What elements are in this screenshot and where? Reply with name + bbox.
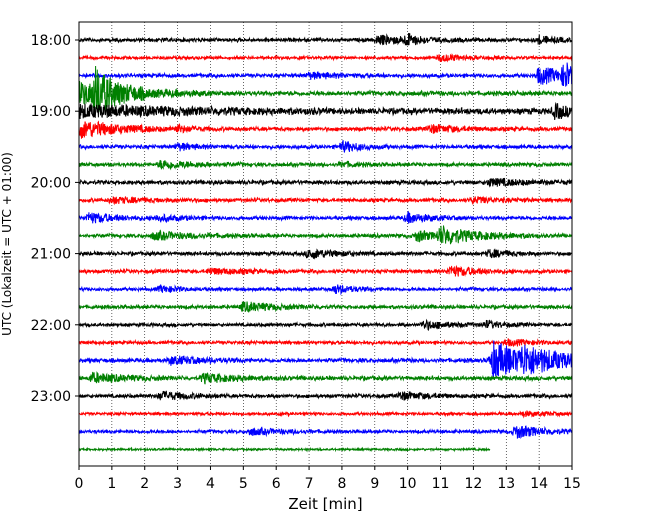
trace-group — [78, 32, 573, 453]
y-axis-label: UTC (Lokalzeit = UTC + 01:00) — [0, 152, 14, 336]
x-tick-label: 12 — [464, 476, 482, 492]
trace-line — [78, 371, 573, 385]
x-tick-label: 11 — [432, 476, 450, 492]
y-tick-label: 23:00 — [31, 389, 71, 405]
y-tick-label: 22:00 — [31, 318, 71, 334]
trace-line — [78, 120, 573, 139]
x-tick-label: 3 — [173, 476, 182, 492]
trace-line — [78, 65, 573, 113]
vertical-grid — [111, 22, 540, 466]
x-tick-label: 2 — [140, 476, 149, 492]
trace-line — [78, 159, 573, 171]
x-tick-label: 14 — [530, 476, 548, 492]
x-tick-label: 9 — [370, 476, 379, 492]
x-axis-ticks: 0 1 2 3 4 5 6 7 8 9 10 11 12 13 14 15 — [75, 466, 581, 492]
trace-line — [78, 340, 573, 380]
x-tick-label: 0 — [75, 476, 84, 492]
x-tick-label: 10 — [399, 476, 417, 492]
x-tick-label: 1 — [107, 476, 116, 492]
x-axis-label: Zeit [min] — [288, 495, 362, 513]
trace-line — [78, 62, 573, 87]
trace-line — [78, 425, 573, 440]
trace-line — [78, 225, 573, 245]
x-tick-label: 13 — [497, 476, 515, 492]
x-tick-label: 4 — [206, 476, 215, 492]
x-tick-label: 6 — [272, 476, 281, 492]
y-tick-label: 19:00 — [31, 104, 71, 120]
trace-line — [78, 248, 573, 260]
plot-frame — [78, 21, 573, 467]
trace-line — [78, 177, 573, 188]
x-tick-label: 8 — [337, 476, 346, 492]
x-tick-label: 15 — [563, 476, 581, 492]
trace-line — [78, 210, 573, 224]
trace-line — [78, 318, 573, 332]
trace-line — [78, 102, 573, 120]
trace-line — [78, 390, 573, 401]
x-tick-label: 5 — [239, 476, 248, 492]
trace-line — [78, 446, 491, 453]
trace-line — [78, 301, 573, 313]
trace-line — [78, 195, 573, 206]
trace-line — [78, 53, 573, 63]
trace-line — [78, 264, 573, 277]
y-tick-label: 20:00 — [31, 175, 71, 191]
trace-line — [78, 140, 573, 153]
x-tick-label: 7 — [305, 476, 314, 492]
y-tick-label: 18:00 — [31, 33, 71, 49]
trace-line — [78, 32, 573, 46]
y-axis-ticks: 18:00 19:00 20:00 21:00 22:00 23:00 — [31, 33, 79, 405]
trace-line — [78, 338, 573, 347]
trace-line — [78, 410, 573, 419]
y-tick-label: 21:00 — [31, 247, 71, 263]
trace-line — [78, 284, 573, 296]
